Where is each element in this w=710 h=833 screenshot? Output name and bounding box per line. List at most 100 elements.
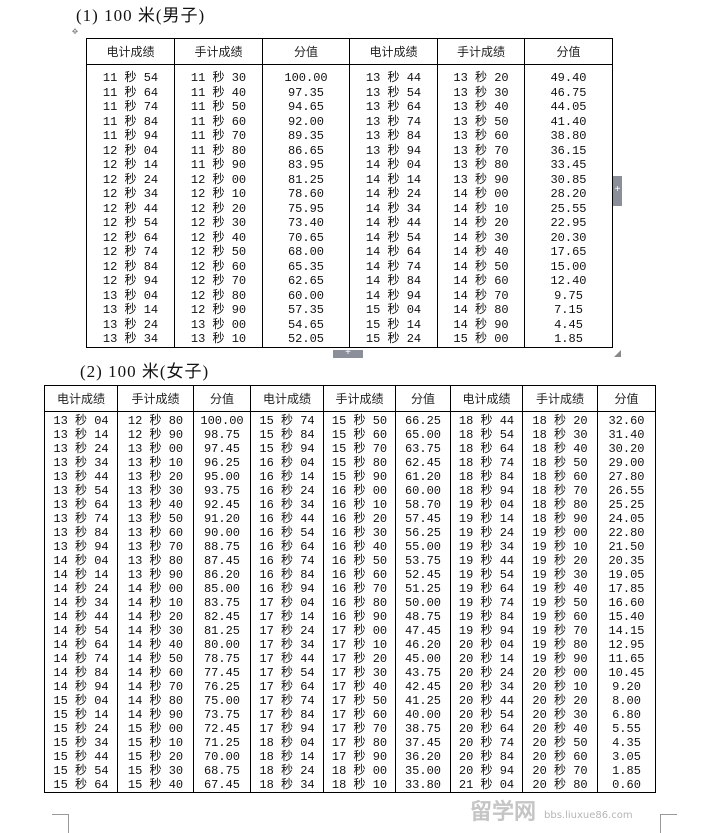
- table-row: 13 秒 34 13 秒 10 96.25 16 秒 04 15 秒 80 62.45 18…: [44, 456, 656, 470]
- column-header: 手计成绩: [522, 385, 598, 412]
- table-cell: 81.25: [262, 172, 350, 187]
- table-row: 13 秒 24 13 秒 00 97.45 15 秒 94 15 秒 70 63.75 18…: [44, 442, 656, 456]
- table-cell: 17 秒 60: [323, 708, 396, 722]
- table-cell: 78.75: [193, 652, 251, 666]
- table-cell: 16 秒 44: [250, 512, 324, 526]
- table-cell: 18 秒 04: [250, 736, 324, 750]
- table-cell: 72.45: [193, 722, 251, 736]
- table-cell: 14 秒 54: [349, 230, 438, 245]
- table-cell: 15 秒 24: [349, 332, 438, 348]
- table-cell: 11 秒 90: [174, 158, 263, 173]
- resize-handle-icon[interactable]: [614, 350, 621, 357]
- table-cell: 50.00: [395, 596, 451, 610]
- table-cell: 26.55: [597, 484, 656, 498]
- table-cell: 20 秒 34: [450, 680, 523, 694]
- table-row: 15 秒 34 15 秒 10 71.25 18 秒 04 17 秒 80 37.45 20…: [44, 736, 656, 750]
- table-cell: 13 秒 40: [437, 100, 525, 115]
- table-cell: 46.75: [524, 85, 613, 100]
- table-cell: 13 秒 30: [117, 484, 194, 498]
- table-cell: 14 秒 24: [349, 187, 438, 202]
- table-cell: 18 秒 14: [250, 750, 324, 764]
- table-cell: 97.35: [262, 85, 350, 100]
- add-column-button[interactable]: +: [613, 176, 622, 206]
- table-cell: 15 秒 04: [44, 694, 118, 708]
- table-cell: 15 秒 44: [44, 750, 118, 764]
- table-cell: 13 秒 24: [86, 317, 175, 332]
- table-cell: 40.00: [395, 708, 451, 722]
- table-row: 13 秒 54 13 秒 30 93.75 16 秒 24 16 秒 00 60.00 18…: [44, 484, 656, 498]
- table-cell: 14 秒 94: [44, 680, 118, 694]
- table-cell: 77.45: [193, 666, 251, 680]
- table-cell: 16.60: [597, 596, 656, 610]
- table-cell: 13 秒 14: [86, 303, 175, 318]
- table-cell: 12 秒 10: [174, 187, 263, 202]
- table-cell: 12 秒 14: [86, 158, 175, 173]
- table-cell: 11 秒 40: [174, 85, 263, 100]
- table-cell: 14.15: [597, 624, 656, 638]
- column-header: 手计成绩: [437, 38, 525, 65]
- table-cell: 12 秒 24: [86, 172, 175, 187]
- add-row-button[interactable]: +: [333, 349, 363, 359]
- table-cell: 14 秒 80: [117, 694, 194, 708]
- table-cell: 19.05: [597, 568, 656, 582]
- table-cell: 33.45: [524, 158, 613, 173]
- table-row: 13 秒 04 12 秒 80 100.00 15 秒 74 15 秒 50 66.25 1…: [44, 411, 656, 428]
- table-row: 12 秒 74 12 秒 50 68.00 14 秒 64 14 秒 40 17.65: [86, 245, 613, 260]
- table-cell: 13 秒 64: [44, 498, 118, 512]
- table-cell: 11 秒 84: [86, 114, 175, 129]
- table-cell: 14 秒 14: [44, 568, 118, 582]
- table-cell: 87.45: [193, 554, 251, 568]
- table-cell: 42.45: [395, 680, 451, 694]
- table-cell: 94.65: [262, 100, 350, 115]
- table-cell: 13 秒 84: [349, 129, 438, 144]
- table-cell: 33.80: [395, 778, 451, 793]
- table-cell: 15 秒 04: [349, 303, 438, 318]
- table-cell: 13 秒 00: [117, 442, 194, 456]
- table-cell: 96.25: [193, 456, 251, 470]
- table-cell: 15 秒 10: [117, 736, 194, 750]
- table-cell: 13 秒 10: [117, 456, 194, 470]
- table-cell: 10.45: [597, 666, 656, 680]
- table-cell: 13 秒 80: [437, 158, 525, 173]
- table-cell: 12 秒 34: [86, 187, 175, 202]
- column-header: 电计成绩: [86, 38, 175, 65]
- table-cell: 29.00: [597, 456, 656, 470]
- table-cell: 19 秒 04: [450, 498, 523, 512]
- table-cell: 78.60: [262, 187, 350, 202]
- table-cell: 15 秒 60: [323, 428, 396, 442]
- table-row: 13 秒 14 12 秒 90 57.35 15 秒 04 14 秒 80 7.15: [86, 303, 613, 318]
- table-cell: 17 秒 80: [323, 736, 396, 750]
- table-cell: 12 秒 00: [174, 172, 263, 187]
- table-cell: 13 秒 54: [44, 484, 118, 498]
- table-cell: 0.60: [597, 778, 656, 793]
- table-cell: 17 秒 00: [323, 624, 396, 638]
- table-row: 15 秒 14 14 秒 90 73.75 17 秒 84 17 秒 60 40.00 20…: [44, 708, 656, 722]
- table-cell: 14 秒 84: [349, 274, 438, 289]
- table-cell: 11 秒 50: [174, 100, 263, 115]
- table-cell: 5.55: [597, 722, 656, 736]
- table-cell: 41.25: [395, 694, 451, 708]
- table-cell: 17 秒 14: [250, 610, 324, 624]
- table-cell: 12 秒 40: [174, 230, 263, 245]
- table-move-handle-icon[interactable]: ✥: [72, 27, 79, 38]
- table-cell: 13 秒 60: [117, 526, 194, 540]
- table-row: 13 秒 14 12 秒 90 98.75 15 秒 84 15 秒 60 65.00 18…: [44, 428, 656, 442]
- table-cell: 15 秒 30: [117, 764, 194, 778]
- table-cell: 61.20: [395, 470, 451, 484]
- table-cell: 70.65: [262, 230, 350, 245]
- table-cell: 48.75: [395, 610, 451, 624]
- table-cell: 20 秒 20: [522, 694, 598, 708]
- table-cell: 12 秒 70: [174, 274, 263, 289]
- table-cell: 18 秒 00: [323, 764, 396, 778]
- table-cell: 30.85: [524, 172, 613, 187]
- table-cell: 81.25: [193, 624, 251, 638]
- table-cell: 27.80: [597, 470, 656, 484]
- table-cell: 13 秒 20: [117, 470, 194, 484]
- table-cell: 17 秒 74: [250, 694, 324, 708]
- table-cell: 16 秒 74: [250, 554, 324, 568]
- table-cell: 12 秒 64: [86, 230, 175, 245]
- table-cell: 68.00: [262, 245, 350, 260]
- column-header: 分值: [597, 385, 656, 412]
- table-row: 11 秒 94 11 秒 70 89.35 13 秒 84 13 秒 60 38.80: [86, 129, 613, 144]
- table-cell: 56.25: [395, 526, 451, 540]
